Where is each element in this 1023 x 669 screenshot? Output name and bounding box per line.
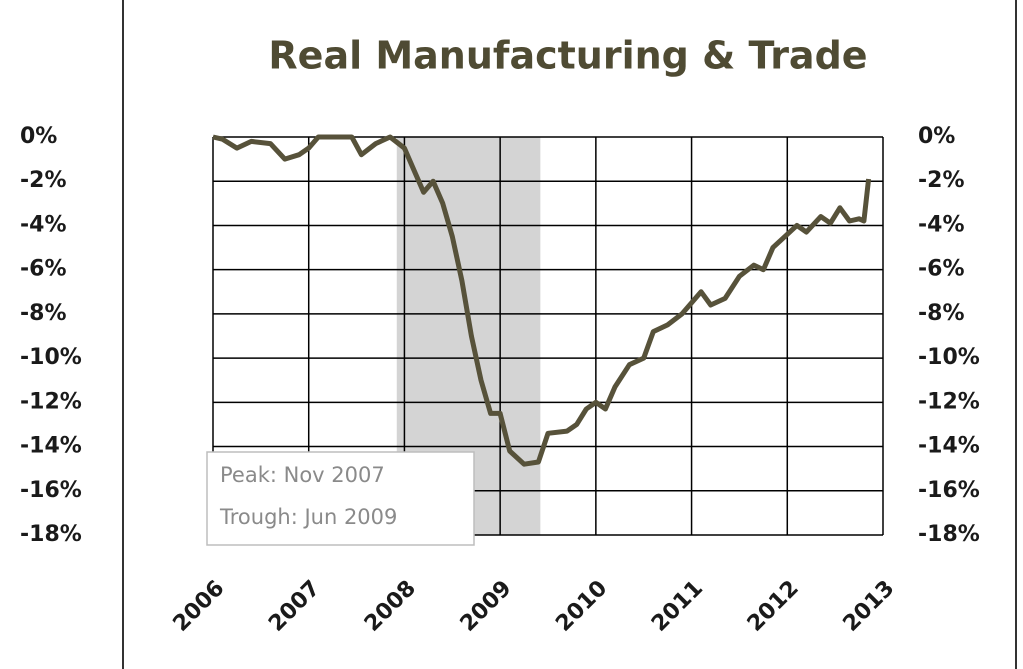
y-tick-label: -18%: [20, 522, 82, 547]
x-tick-label: 2012: [743, 576, 804, 637]
x-tick-label: 2008: [360, 576, 421, 637]
data-line: [212, 134, 872, 467]
y2-tick-label: -2%: [918, 168, 964, 193]
x-tick-label: 2009: [456, 576, 517, 637]
y2-tick-label: -4%: [918, 212, 964, 237]
x-tick-label: 2007: [264, 576, 325, 637]
y-tick-label: 0%: [20, 124, 57, 149]
x-tick-label: 2013: [839, 576, 900, 637]
annotation-box: [206, 451, 475, 546]
x-tick-label: 2006: [169, 576, 230, 637]
y2-tick-label: -18%: [918, 522, 980, 547]
y2-tick-label: -8%: [918, 301, 964, 326]
y2-tick-label: -6%: [918, 257, 964, 282]
y-tick-label: -16%: [20, 478, 82, 503]
annotation-text: Peak: Nov 2007: [220, 463, 385, 487]
y-tick-label: -14%: [20, 434, 82, 459]
y-tick-label: -6%: [20, 257, 66, 282]
y2-tick-label: -10%: [918, 345, 980, 370]
x-tick-label: 2011: [647, 576, 708, 637]
y-tick-label: -10%: [20, 345, 82, 370]
y-tick-label: -4%: [20, 212, 66, 237]
y-tick-label: -12%: [20, 389, 82, 414]
x-tick-label: 2010: [551, 576, 612, 637]
y2-tick-label: -12%: [918, 389, 980, 414]
y-tick-label: -2%: [20, 168, 66, 193]
y2-tick-label: -14%: [918, 434, 980, 459]
y2-tick-label: 0%: [918, 124, 955, 149]
chart-title: Real Manufacturing & Trade: [268, 34, 867, 78]
y-tick-label: -8%: [20, 301, 66, 326]
y2-tick-label: -16%: [918, 478, 980, 503]
annotation-text: Trough: Jun 2009: [219, 505, 397, 529]
